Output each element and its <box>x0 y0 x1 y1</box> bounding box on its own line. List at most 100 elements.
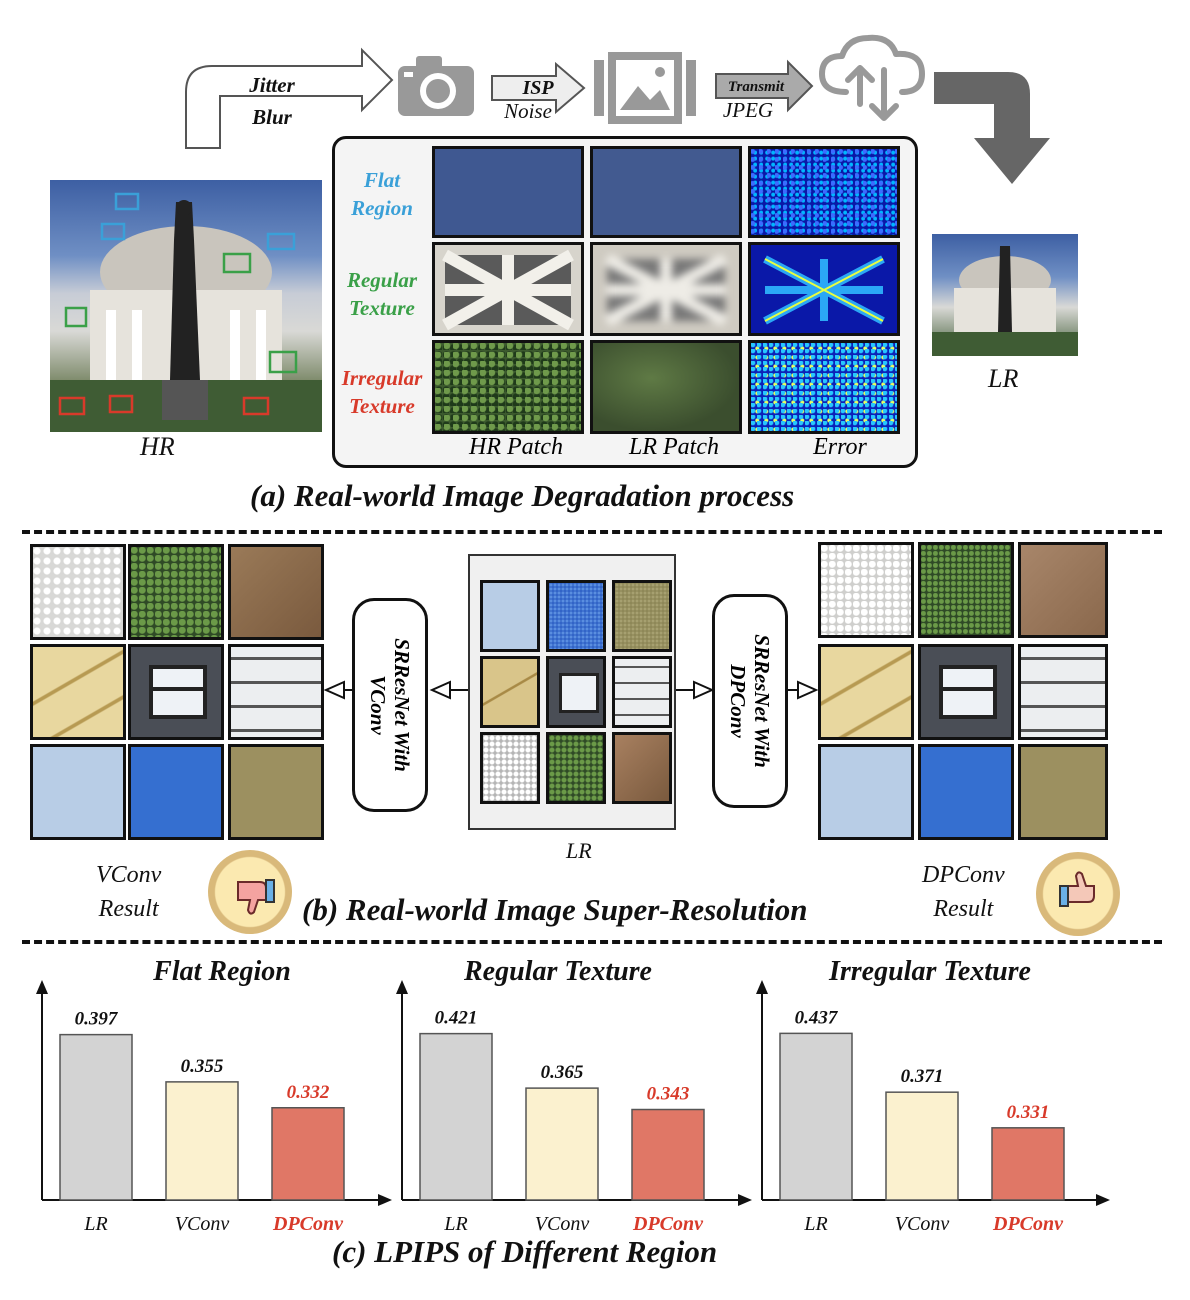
lr-patch-irregular <box>590 340 742 434</box>
hr-building-illustration <box>50 192 322 432</box>
lr-input-patch-3 <box>612 580 672 652</box>
step3-bottom-label: JPEG <box>723 98 773 122</box>
pipeline-arrow-4 <box>934 72 1050 184</box>
vconv-patch-9 <box>228 744 324 840</box>
col-label-lr-patch: LR Patch <box>629 434 719 460</box>
lr-input-patch-2 <box>546 580 606 652</box>
lr-input-patch-5 <box>546 656 606 728</box>
vconv-patch-3 <box>228 544 324 640</box>
bar-flat-region-vconv <box>165 1081 239 1201</box>
dpconv-patch-5 <box>918 644 1014 740</box>
chart-title-flat-region: Flat Region <box>152 956 291 987</box>
degradation-pipeline: Jitter Blur ISP Noise Transmit JPEG <box>185 34 1050 184</box>
vconv-patch-7 <box>30 744 126 840</box>
pipeline-arrow-1 <box>185 47 394 149</box>
bar-irregular-texture-dpconv <box>991 1127 1065 1201</box>
step1-bottom-label: Blur <box>251 105 293 129</box>
row-regular-line2: Texture <box>349 296 415 320</box>
row-label-flat: Flat Region <box>334 166 430 222</box>
category-label-regular-texture-vconv: VConv <box>535 1213 590 1235</box>
dpconv-patch-1 <box>818 542 914 638</box>
dpconv-result-label: DPConv Result <box>922 858 1005 926</box>
step2-bottom-label: Noise <box>503 99 552 123</box>
row-label-irregular: Irregular Texture <box>332 364 432 420</box>
camera-icon <box>398 56 474 116</box>
value-label-regular-texture-vconv: 0.365 <box>541 1062 584 1083</box>
arrow-to-vconv-result <box>323 680 352 700</box>
lr-input-patch-8 <box>546 732 606 804</box>
hr-image <box>50 180 322 432</box>
value-label-flat-region-lr: 0.397 <box>75 1009 119 1030</box>
hr-patch-flat <box>432 146 584 238</box>
pipeline-arrow-3 <box>715 59 814 113</box>
step2-top-label: ISP <box>521 77 554 99</box>
lr-patch-regular <box>590 242 742 336</box>
dpconv-result-line2: Result <box>933 896 994 922</box>
value-label-flat-region-dpconv: 0.332 <box>287 1082 330 1103</box>
dpconv-patch-9 <box>1018 744 1108 840</box>
dpconv-patch-7 <box>818 744 914 840</box>
step1-top-label: Jitter <box>248 73 295 97</box>
row-irregular-line2: Texture <box>349 394 415 418</box>
bar-regular-texture-vconv <box>525 1087 599 1201</box>
thumbs-up-icon <box>1036 852 1120 936</box>
vconv-patch-8 <box>128 744 224 840</box>
dpconv-patch-3 <box>1018 542 1108 638</box>
divider-2 <box>22 940 1162 944</box>
col-label-error: Error <box>813 434 867 460</box>
dpconv-model-box: SRResNet With DPConv <box>712 594 788 808</box>
lr-input-patch-4 <box>480 656 540 728</box>
lr-input-patch-9 <box>612 732 672 804</box>
vconv-patch-2 <box>128 544 224 640</box>
pipeline-arrow-2 <box>491 61 586 115</box>
dpconv-patch-4 <box>818 644 914 740</box>
lr-label: LR <box>988 364 1019 393</box>
category-label-irregular-texture-dpconv: DPConv <box>992 1213 1064 1235</box>
arrow-from-lr-to-dpconv <box>676 680 715 700</box>
x-axis-arrow-regular-texture <box>738 1194 752 1206</box>
error-patch-irregular <box>748 340 900 434</box>
category-label-flat-region-vconv: VConv <box>175 1213 230 1235</box>
vconv-patch-1 <box>30 544 126 640</box>
lr-patch-flat <box>590 146 742 238</box>
value-label-flat-region-vconv: 0.355 <box>181 1056 224 1077</box>
value-label-irregular-texture-lr: 0.437 <box>795 1007 839 1028</box>
lr-input-patch-7 <box>480 732 540 804</box>
x-axis-arrow-irregular-texture <box>1096 1194 1110 1206</box>
dpconv-patch-8 <box>918 744 1014 840</box>
vconv-patch-4 <box>30 644 126 740</box>
lr-input-label: LR <box>566 838 592 863</box>
value-label-irregular-texture-vconv: 0.371 <box>901 1066 944 1087</box>
row-flat-line2: Region <box>351 196 413 220</box>
lr-input-patch-1 <box>480 580 540 652</box>
divider-1 <box>22 530 1162 534</box>
thumbs-down-icon <box>208 850 292 934</box>
category-label-flat-region-lr: LR <box>83 1213 107 1235</box>
y-axis-arrow-flat-region <box>36 980 48 994</box>
category-label-regular-texture-lr: LR <box>443 1213 467 1235</box>
value-label-irregular-texture-dpconv: 0.331 <box>1007 1102 1050 1123</box>
hr-label: HR <box>140 432 175 461</box>
dpconv-result-line1: DPConv <box>922 862 1005 888</box>
dpconv-patch-2 <box>918 542 1014 638</box>
chart-title-irregular-texture: Irregular Texture <box>828 956 1031 987</box>
image-icon <box>594 52 696 124</box>
row-regular-line1: Regular <box>346 268 417 292</box>
chart-title-regular-texture: Regular Texture <box>463 956 652 987</box>
category-label-irregular-texture-vconv: VConv <box>895 1213 950 1235</box>
category-label-flat-region-dpconv: DPConv <box>272 1213 344 1235</box>
category-label-irregular-texture-lr: LR <box>803 1213 827 1235</box>
vconv-result-line1: VConv <box>96 862 162 888</box>
bar-regular-texture-dpconv <box>631 1108 705 1201</box>
section-b-title: (b) Real-world Image Super-Resolution <box>302 892 808 927</box>
bar-flat-region-dpconv <box>271 1107 345 1201</box>
lpips-charts: Flat Region 0.397 LR 0.355 VConv 0.332 DPConv R… <box>36 956 1110 1235</box>
vconv-patch-5 <box>128 644 224 740</box>
error-patch-flat <box>748 146 900 238</box>
vconv-result-label: VConv Result <box>96 858 161 926</box>
y-axis-arrow-irregular-texture <box>756 980 768 994</box>
x-axis-arrow-flat-region <box>378 1194 392 1206</box>
section-c-title: (c) LPIPS of Different Region <box>332 1234 718 1269</box>
bar-irregular-texture-vconv <box>885 1091 959 1201</box>
lr-image <box>932 234 1078 356</box>
